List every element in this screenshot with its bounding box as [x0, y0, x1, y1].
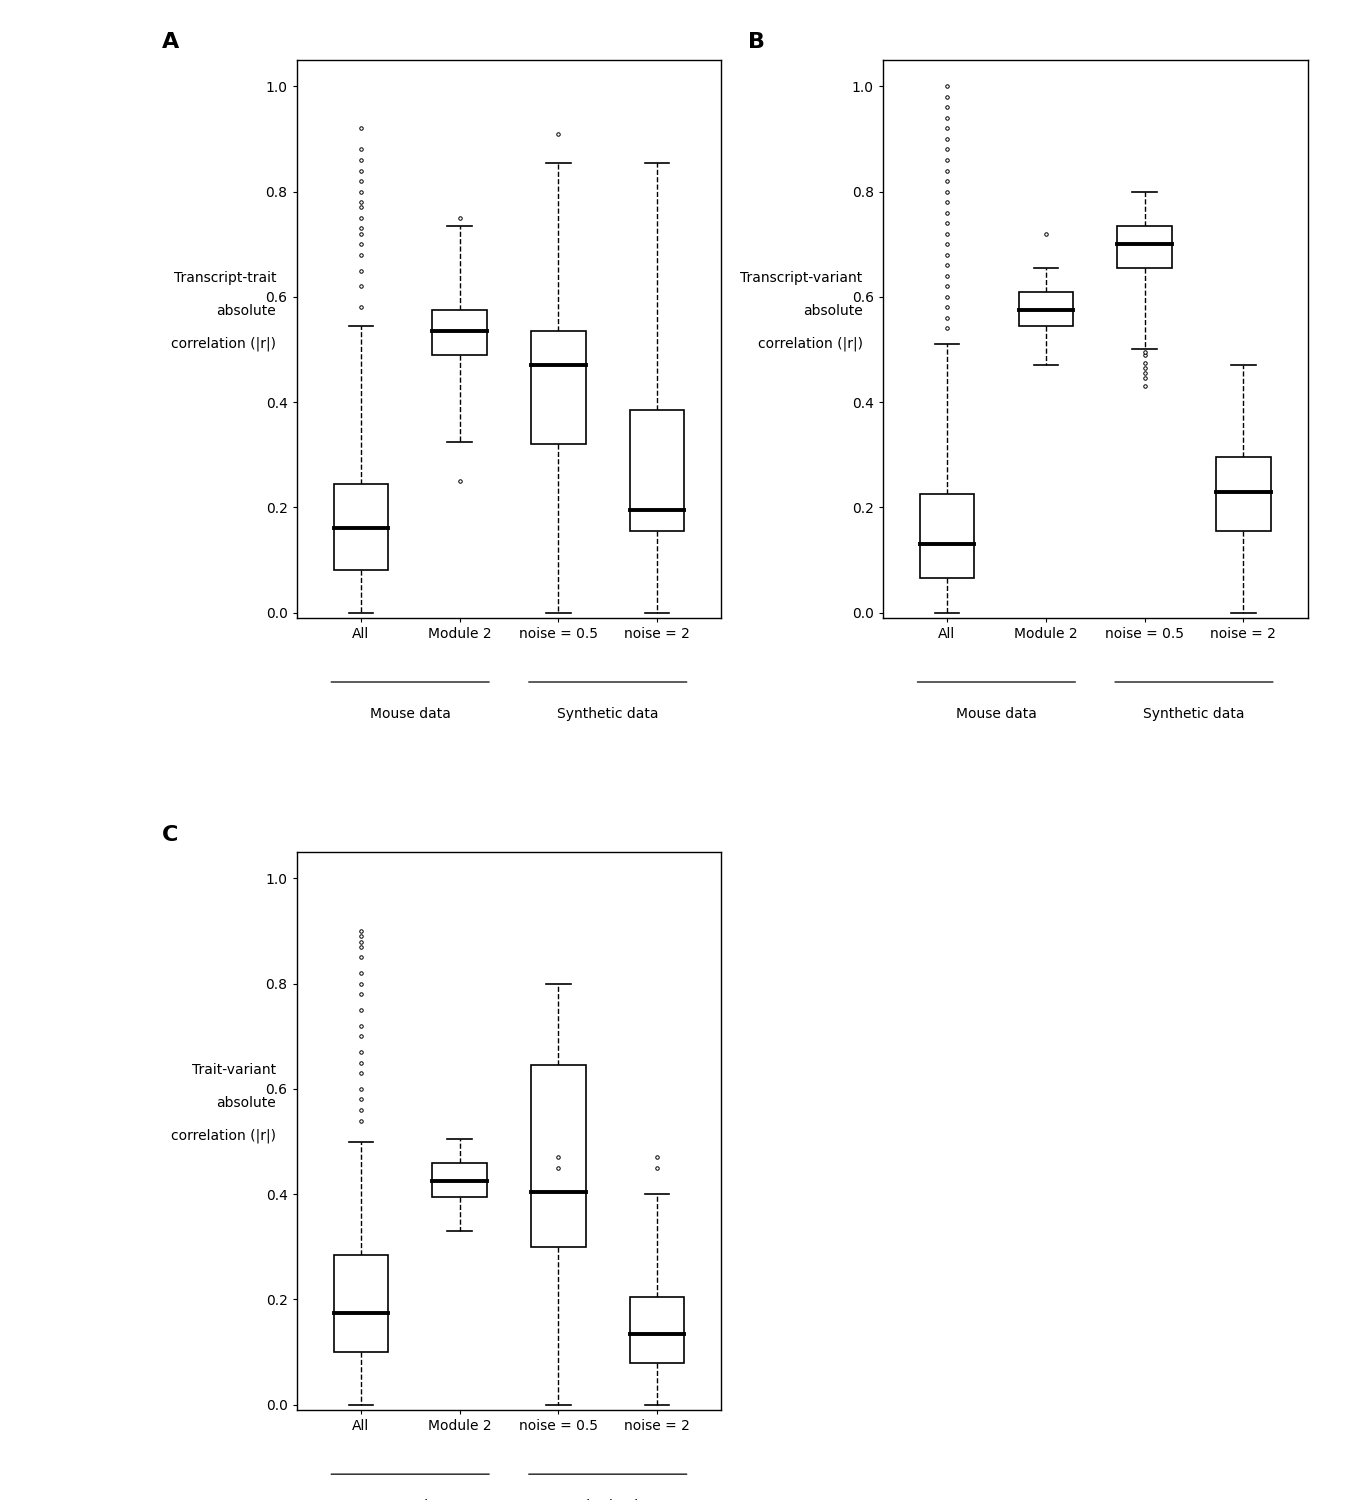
Text: A: A — [162, 33, 179, 53]
Bar — [1216, 458, 1271, 531]
Bar — [333, 483, 388, 570]
Text: Synthetic data: Synthetic data — [557, 706, 658, 722]
Bar — [630, 1298, 685, 1362]
Bar — [433, 1162, 487, 1197]
Bar — [1117, 226, 1171, 268]
Text: correlation (|r|): correlation (|r|) — [171, 1130, 276, 1143]
Text: Mouse data: Mouse data — [369, 706, 450, 722]
Text: absolute: absolute — [217, 304, 276, 318]
Text: correlation (|r|): correlation (|r|) — [171, 338, 276, 351]
Text: B: B — [748, 33, 764, 53]
Text: Transcript-variant: Transcript-variant — [740, 272, 863, 285]
Text: absolute: absolute — [803, 304, 863, 318]
Bar — [333, 1254, 388, 1352]
Text: Transcript-trait: Transcript-trait — [174, 272, 276, 285]
Text: absolute: absolute — [217, 1096, 276, 1110]
Bar — [919, 494, 975, 579]
Text: C: C — [162, 825, 178, 844]
Text: Mouse data: Mouse data — [956, 706, 1037, 722]
Text: Trait-variant: Trait-variant — [193, 1064, 276, 1077]
Bar — [630, 410, 685, 531]
Bar — [531, 1065, 585, 1246]
Text: correlation (|r|): correlation (|r|) — [758, 338, 863, 351]
Bar — [531, 332, 585, 444]
Bar — [433, 310, 487, 354]
Bar — [1019, 291, 1073, 326]
Text: Synthetic data: Synthetic data — [1143, 706, 1244, 722]
